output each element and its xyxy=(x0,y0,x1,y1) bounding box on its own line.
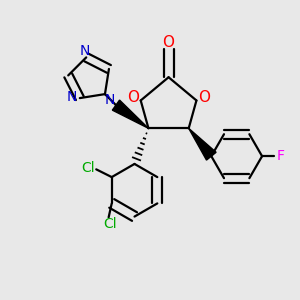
Text: Cl: Cl xyxy=(82,161,95,175)
Polygon shape xyxy=(189,128,216,160)
Text: O: O xyxy=(163,35,175,50)
Text: N: N xyxy=(67,90,77,104)
Text: N: N xyxy=(80,44,90,58)
Text: F: F xyxy=(277,149,285,163)
Text: Cl: Cl xyxy=(103,217,117,231)
Text: O: O xyxy=(127,91,139,106)
Text: N: N xyxy=(104,93,115,107)
Polygon shape xyxy=(112,100,148,128)
Text: O: O xyxy=(198,91,210,106)
